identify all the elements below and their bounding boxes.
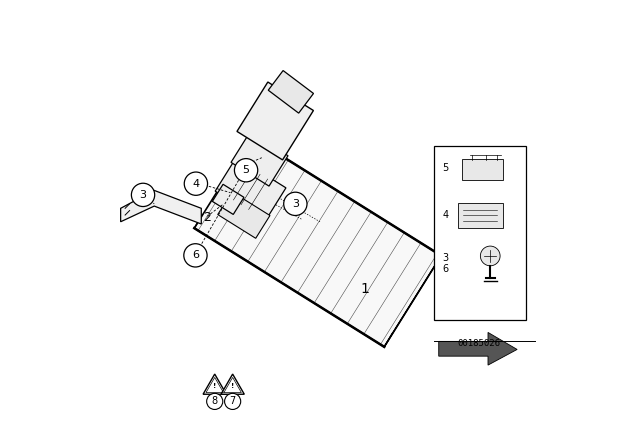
Circle shape <box>207 393 223 409</box>
Polygon shape <box>384 242 449 347</box>
Polygon shape <box>218 192 270 238</box>
Circle shape <box>131 183 155 207</box>
Polygon shape <box>435 146 526 320</box>
Text: 3: 3 <box>292 199 299 209</box>
Circle shape <box>481 246 500 266</box>
Text: 6: 6 <box>442 264 449 274</box>
Polygon shape <box>212 184 244 215</box>
Text: 4: 4 <box>193 179 200 189</box>
Text: 3: 3 <box>140 190 147 200</box>
Polygon shape <box>439 332 517 365</box>
Text: !: ! <box>213 383 216 389</box>
Circle shape <box>184 244 207 267</box>
Text: 5: 5 <box>243 165 250 175</box>
Text: 00185026: 00185026 <box>458 339 500 348</box>
Text: !: ! <box>231 383 234 389</box>
Text: 2: 2 <box>203 211 211 224</box>
Polygon shape <box>231 132 288 186</box>
Text: 8: 8 <box>212 396 218 406</box>
Polygon shape <box>221 374 244 394</box>
Text: 1: 1 <box>360 282 369 296</box>
Circle shape <box>225 393 241 409</box>
Circle shape <box>184 172 207 195</box>
FancyBboxPatch shape <box>462 159 503 180</box>
FancyBboxPatch shape <box>458 203 503 228</box>
Polygon shape <box>237 82 314 160</box>
Circle shape <box>234 159 258 182</box>
Text: 3: 3 <box>442 253 449 263</box>
Text: 4: 4 <box>442 211 449 220</box>
Polygon shape <box>195 137 441 347</box>
Polygon shape <box>120 190 201 224</box>
Text: 5: 5 <box>442 164 449 173</box>
Text: 6: 6 <box>192 250 199 260</box>
Polygon shape <box>215 157 286 222</box>
Polygon shape <box>268 70 314 113</box>
Polygon shape <box>203 374 227 394</box>
Circle shape <box>284 192 307 215</box>
Text: 7: 7 <box>230 396 236 406</box>
